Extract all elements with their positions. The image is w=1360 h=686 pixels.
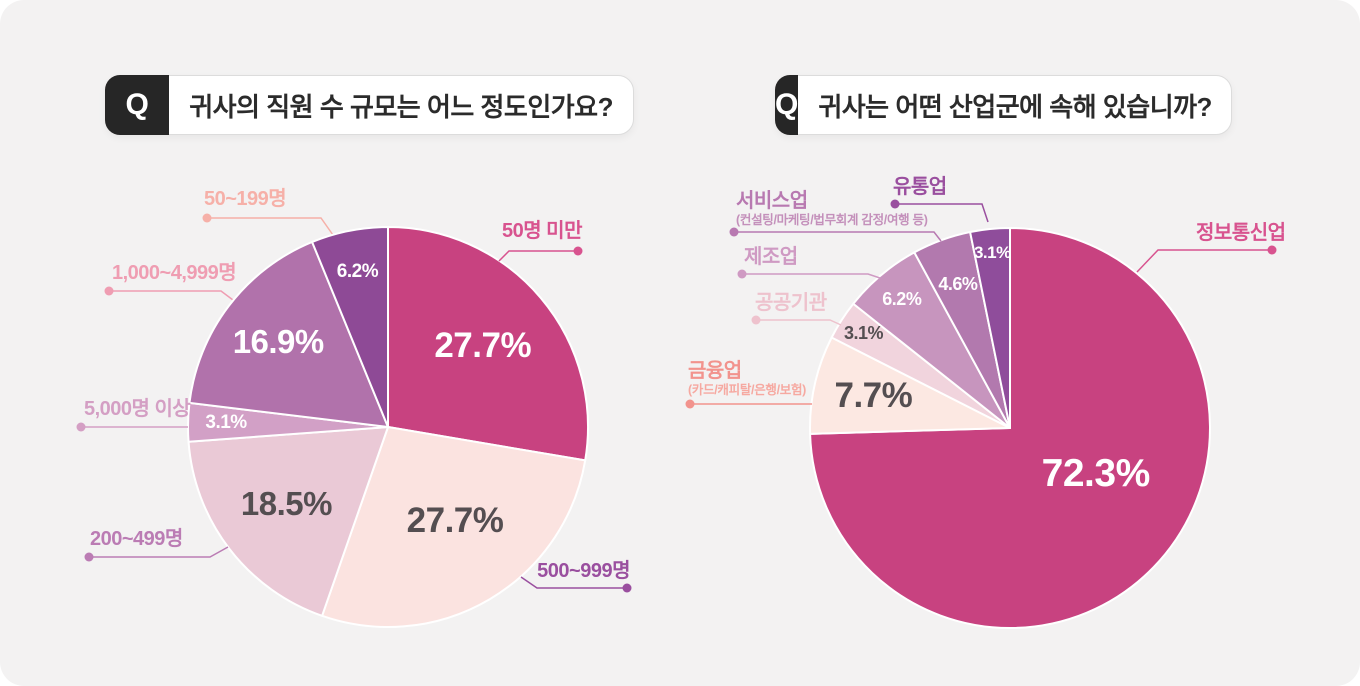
callout-dot xyxy=(685,399,695,409)
pie-slice xyxy=(188,240,389,428)
callout-dot xyxy=(202,213,212,223)
callout-dot xyxy=(573,246,583,256)
question-bar-left: Q 귀사의 직원 수 규모는 어느 정도인가요? xyxy=(105,75,634,135)
callout-line xyxy=(89,546,229,558)
callout-dot xyxy=(729,227,739,237)
callout-dot xyxy=(890,199,900,209)
callout-dot xyxy=(104,286,114,296)
callout-line xyxy=(1136,249,1272,273)
callout-line xyxy=(520,576,627,589)
callout-line xyxy=(895,203,989,223)
callout-line xyxy=(742,273,881,279)
callout-line xyxy=(109,290,234,301)
callout-line xyxy=(207,217,334,236)
pie-slice xyxy=(187,426,389,617)
callout-dot xyxy=(751,315,761,325)
pie-slice xyxy=(311,226,389,428)
callout-dot xyxy=(84,552,94,562)
question-badge: Q xyxy=(775,75,799,135)
question-title: 귀사는 어떤 산업군에 속해 있습니까? xyxy=(818,91,1212,122)
callout-dot xyxy=(737,269,747,279)
question-title: 귀사의 직원 수 규모는 어느 정도인가요? xyxy=(189,91,613,122)
pie-slice xyxy=(321,426,587,628)
callout-dot xyxy=(1267,245,1277,255)
question-badge: Q xyxy=(105,75,170,135)
question-bar-right: Q 귀사는 어떤 산업군에 속해 있습니까? xyxy=(775,75,1232,135)
callout-dot xyxy=(76,422,86,432)
callout-dot xyxy=(622,583,632,593)
pie-slice xyxy=(969,227,1011,429)
callout-line xyxy=(498,250,578,262)
pie-slice xyxy=(809,336,1011,435)
callout-line xyxy=(756,319,842,326)
callout-line xyxy=(734,231,942,242)
pie-slice xyxy=(387,226,589,462)
